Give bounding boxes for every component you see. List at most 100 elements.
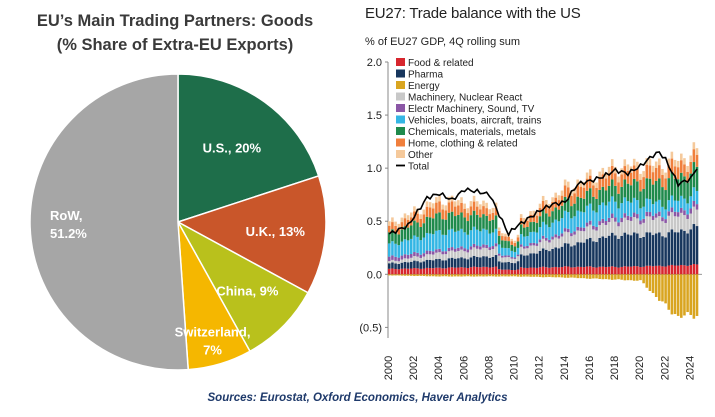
bar-seg-electr-machinery-sound-tv: [450, 247, 454, 251]
bar-seg-electr-machinery-sound-tv: [488, 247, 492, 251]
bar-seg-machinery-nuclear-react: [576, 230, 579, 243]
bar-seg-machinery-nuclear-react: [670, 212, 674, 230]
bar-seg-food-related: [466, 268, 470, 275]
bar-seg-energy: [466, 274, 470, 277]
bar-seg-home-clothing-related: [573, 193, 576, 204]
bar-seg-pharma: [475, 256, 479, 268]
bar-seg-energy: [482, 274, 485, 277]
bar-seg-food-related: [526, 267, 529, 275]
bar-seg-machinery-nuclear-react: [413, 256, 416, 261]
pie-label-switzerland-line1: Switzerland,: [175, 324, 251, 339]
x-tick-label: 2006: [458, 356, 470, 380]
bar-seg-other: [617, 176, 620, 183]
bar-seg-energy: [463, 274, 466, 277]
bar-seg-energy: [441, 274, 444, 277]
bar-seg-home-clothing-related: [435, 202, 438, 214]
bar-seg-other: [661, 168, 664, 176]
bar-seg-home-clothing-related: [604, 178, 608, 191]
legend-swatch-energy: [396, 81, 405, 89]
bar-seg-chemicals-materials-metals: [654, 180, 658, 202]
bar-seg-energy: [554, 274, 557, 278]
bar-seg-chemicals-materials-metals: [441, 219, 444, 235]
bar-seg-pharma: [661, 236, 664, 267]
bar-seg-vehicles-boats-aircraft-trains: [513, 251, 517, 258]
bar-seg-energy: [507, 274, 510, 277]
bar-seg-home-clothing-related: [667, 165, 671, 179]
bar-seg-machinery-nuclear-react: [479, 249, 482, 258]
bar-seg-chemicals-materials-metals: [491, 219, 495, 233]
bar-seg-energy: [623, 274, 627, 281]
bar-seg-pharma: [428, 259, 432, 269]
bar-seg-chemicals-materials-metals: [588, 188, 592, 204]
bar-seg-electr-machinery-sound-tv: [526, 245, 529, 249]
bar-seg-home-clothing-related: [570, 195, 573, 207]
pie-label-row-line1: RoW,: [50, 208, 83, 223]
bar-seg-machinery-nuclear-react: [419, 257, 422, 263]
bar-seg-electr-machinery-sound-tv: [689, 208, 693, 214]
bar-seg-energy: [576, 274, 579, 279]
bar-seg-electr-machinery-sound-tv: [419, 254, 422, 258]
bar-seg-chemicals-materials-metals: [658, 178, 661, 200]
bar-seg-electr-machinery-sound-tv: [460, 246, 463, 250]
bar-seg-pharma: [501, 262, 504, 270]
bar-seg-food-related: [482, 266, 485, 275]
bar-seg-energy: [469, 274, 473, 277]
bar-seg-chemicals-materials-metals: [579, 197, 583, 212]
bar-seg-electr-machinery-sound-tv: [573, 231, 576, 235]
bar-seg-electr-machinery-sound-tv: [447, 247, 451, 252]
bar-seg-electr-machinery-sound-tv: [485, 244, 488, 249]
bar-seg-energy: [485, 274, 488, 277]
bar-seg-other: [614, 166, 617, 174]
bar-seg-chemicals-materials-metals: [523, 227, 526, 237]
bar-seg-electr-machinery-sound-tv: [532, 242, 536, 246]
bar-seg-pharma: [491, 256, 495, 268]
bar-seg-vehicles-boats-aircraft-trains: [457, 230, 460, 248]
bar-seg-machinery-nuclear-react: [501, 257, 504, 263]
bar-seg-food-related: [529, 267, 532, 275]
bar-seg-home-clothing-related: [394, 225, 397, 233]
bar-seg-electr-machinery-sound-tv: [667, 211, 671, 216]
bar-seg-electr-machinery-sound-tv: [431, 251, 435, 255]
bar-seg-vehicles-boats-aircraft-trains: [667, 200, 671, 212]
bar-seg-pharma: [510, 262, 514, 270]
bar-seg-home-clothing-related: [482, 206, 485, 215]
bar-seg-food-related: [406, 268, 410, 275]
bar-seg-machinery-nuclear-react: [519, 246, 523, 255]
bar-seg-pharma: [620, 235, 623, 267]
bar-seg-pharma: [504, 262, 507, 270]
bar-seg-other: [545, 200, 548, 205]
x-tick-label: 2016: [584, 356, 596, 380]
bar-seg-other: [588, 169, 592, 176]
bar-seg-electr-machinery-sound-tv: [425, 250, 429, 255]
bar-seg-food-related: [494, 266, 498, 275]
bar-seg-vehicles-boats-aircraft-trains: [639, 208, 642, 221]
bar-seg-vehicles-boats-aircraft-trains: [501, 247, 504, 256]
bar-seg-pharma: [397, 263, 400, 270]
bar-seg-home-clothing-related: [425, 206, 429, 217]
bar-seg-energy: [491, 274, 495, 277]
bar-seg-pharma: [394, 263, 397, 270]
legend-swatch-chemicals-materials-metals: [396, 127, 405, 135]
bar-seg-food-related: [570, 267, 573, 275]
bar-seg-vehicles-boats-aircraft-trains: [566, 212, 570, 229]
bar-seg-food-related: [419, 268, 422, 275]
bar-seg-energy: [479, 274, 482, 277]
bar-seg-home-clothing-related: [548, 208, 551, 217]
x-tick-label: 2008: [483, 356, 495, 380]
bar-seg-pharma: [670, 229, 674, 265]
bar-seg-vehicles-boats-aircraft-trains: [545, 224, 548, 238]
bar-seg-energy: [560, 274, 564, 278]
bar-seg-pharma: [507, 261, 510, 270]
bar-seg-electr-machinery-sound-tv: [535, 243, 539, 246]
bar-seg-food-related: [673, 265, 677, 275]
bar-seg-chemicals-materials-metals: [510, 244, 514, 251]
y-tick-label: 0.5: [367, 216, 382, 228]
bar-seg-vehicles-boats-aircraft-trains: [469, 230, 473, 247]
bar-seg-food-related: [620, 266, 623, 275]
bar-seg-vehicles-boats-aircraft-trains: [557, 221, 561, 236]
bar-seg-food-related: [469, 267, 473, 275]
bar-seg-vehicles-boats-aircraft-trains: [592, 210, 595, 226]
bar-seg-home-clothing-related: [447, 202, 451, 213]
bar-seg-food-related: [576, 266, 579, 275]
bar-seg-energy: [501, 274, 504, 277]
